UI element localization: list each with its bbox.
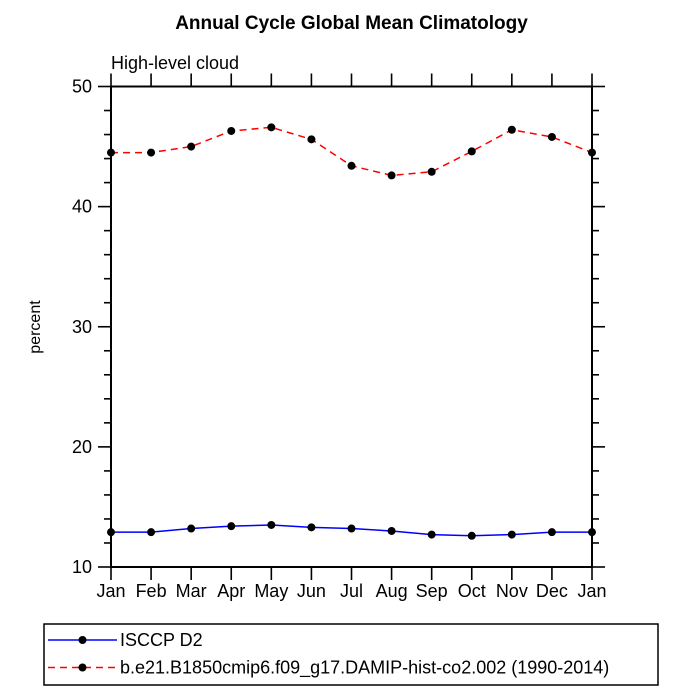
x-tick-label: Oct — [458, 581, 486, 601]
y-tick-label: 50 — [72, 77, 92, 97]
x-tick-label: Jun — [297, 581, 326, 601]
x-tick-label: Dec — [536, 581, 568, 601]
legend-entry: b.e21.B1850cmip6.f09_g17.DAMIP-hist-co2.… — [48, 658, 609, 679]
data-point — [147, 148, 156, 157]
data-point — [588, 528, 596, 537]
y-tick-label: 10 — [72, 557, 92, 577]
legend-entry: ISCCP D2 — [48, 630, 203, 650]
x-tick-label: Jul — [340, 581, 363, 601]
data-point — [107, 528, 115, 537]
chart-title: Annual Cycle Global Mean Climatology — [175, 13, 528, 34]
data-point — [467, 147, 476, 156]
data-point — [507, 125, 516, 134]
data-point — [267, 123, 276, 132]
legend-marker — [78, 636, 87, 644]
series-lines — [107, 123, 596, 540]
y-tick-label: 40 — [72, 197, 92, 217]
data-point — [547, 528, 556, 537]
x-tick-label: Apr — [217, 581, 245, 601]
x-tick-label: Nov — [496, 581, 528, 601]
legend-label: ISCCP D2 — [120, 630, 203, 650]
legend-box — [43, 623, 659, 686]
data-point — [307, 135, 316, 144]
y-axis-label: percent — [27, 300, 44, 354]
data-point — [347, 524, 356, 533]
legend-marker — [78, 663, 87, 672]
data-point — [307, 523, 316, 532]
data-point — [387, 171, 396, 180]
y-tick-label: 30 — [72, 317, 92, 337]
x-tick-label: Sep — [416, 581, 448, 601]
data-point — [347, 161, 356, 170]
y-tick-label: 20 — [72, 437, 92, 457]
data-point — [187, 142, 196, 151]
data-point — [187, 524, 196, 533]
x-tick-label: May — [254, 581, 288, 601]
axes: Jan Feb Mar Apr May Jun Jul Aug Sep Oct Nov Dec Jan1… — [72, 73, 607, 601]
data-point — [147, 528, 156, 537]
data-point — [107, 148, 115, 157]
data-point — [507, 530, 516, 539]
data-point — [227, 522, 236, 531]
data-point — [267, 520, 276, 529]
x-tick-label: Feb — [136, 581, 167, 601]
legend-label: b.e21.B1850cmip6.f09_g17.DAMIP-hist-co2.… — [120, 658, 609, 679]
series-1 — [107, 123, 596, 180]
data-point — [227, 126, 236, 135]
legend: ISCCP D2 b.e21.B1850cmip6.f09_g17.DAMIP-h… — [43, 623, 659, 686]
data-point — [427, 530, 436, 539]
chart-subtitle: High-level cloud — [111, 53, 239, 73]
data-point — [467, 531, 476, 540]
data-point — [588, 148, 596, 157]
plot-border — [110, 85, 593, 568]
x-tick-label: Aug — [376, 581, 408, 601]
x-tick-label: Mar — [176, 581, 207, 601]
data-point — [387, 526, 396, 535]
series-0 — [107, 520, 596, 540]
x-tick-label: Jan — [96, 581, 125, 601]
x-tick-label: Jan — [577, 581, 606, 601]
data-point — [547, 132, 556, 141]
data-point — [427, 167, 436, 176]
